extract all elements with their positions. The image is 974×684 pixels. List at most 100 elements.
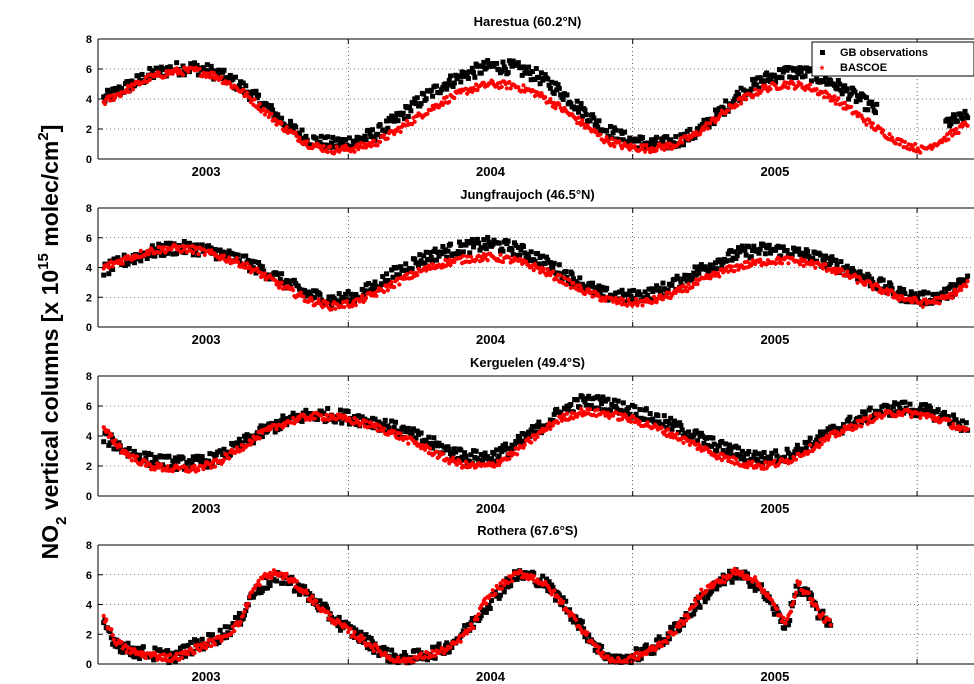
model-point: [202, 463, 207, 468]
obs-point: [531, 570, 537, 576]
obs-point: [842, 265, 848, 271]
model-point: [632, 144, 637, 149]
obs-point: [885, 404, 891, 410]
y-axis-label-text: NO2 vertical columns [x 1015 molec/cm2]: [35, 125, 70, 560]
model-point: [255, 266, 260, 271]
obs-point: [363, 137, 369, 143]
obs-point: [787, 74, 793, 80]
model-point: [448, 645, 453, 650]
y-tick-label: 2: [86, 124, 92, 136]
obs-point: [428, 254, 434, 260]
model-point: [544, 427, 549, 432]
obs-point: [654, 283, 660, 289]
obs-point: [739, 448, 745, 454]
model-point: [415, 272, 420, 278]
obs-point: [647, 296, 653, 302]
obs-point: [812, 250, 818, 256]
obs-point: [467, 250, 473, 256]
obs-point: [487, 458, 493, 464]
obs-point: [339, 420, 345, 426]
obs-point: [288, 118, 294, 124]
obs-point: [558, 92, 564, 98]
obs-point: [430, 93, 436, 99]
obs-point: [801, 65, 807, 71]
obs-point: [250, 265, 256, 271]
model-point: [352, 149, 357, 154]
obs-point: [890, 404, 896, 410]
obs-point: [616, 289, 622, 295]
obs-point: [692, 135, 698, 141]
obs-point: [238, 79, 244, 85]
obs-point: [697, 604, 703, 610]
obs-point: [518, 65, 524, 71]
obs-point: [583, 112, 589, 118]
obs-point: [286, 280, 292, 286]
obs-point: [842, 83, 848, 89]
obs-point: [692, 264, 698, 270]
obs-point: [568, 101, 574, 107]
model-point: [577, 410, 582, 416]
obs-point: [730, 255, 736, 261]
obs-point: [396, 432, 402, 438]
model-point: [868, 414, 873, 419]
obs-point: [637, 292, 643, 298]
obs-point: [884, 290, 890, 296]
obs-point: [241, 433, 247, 439]
obs-point: [349, 143, 355, 149]
model-point: [637, 419, 643, 424]
obs-point: [563, 406, 569, 412]
obs-point: [641, 295, 647, 301]
model-point: [554, 276, 559, 282]
obs-point: [222, 624, 228, 630]
obs-point: [661, 413, 667, 419]
model-point: [297, 135, 302, 140]
obs-point: [217, 448, 223, 454]
obs-point: [509, 442, 515, 448]
obs-point: [663, 287, 669, 293]
obs-point: [567, 607, 573, 613]
model-point: [320, 305, 325, 310]
model-point: [604, 135, 609, 140]
obs-point: [322, 135, 328, 141]
model-point: [134, 454, 140, 459]
obs-point: [481, 455, 487, 461]
obs-point: [942, 409, 948, 415]
model-point: [127, 89, 132, 94]
model-point: [161, 245, 166, 250]
obs-point: [773, 448, 779, 454]
model-point: [371, 648, 376, 653]
obs-point: [221, 446, 227, 452]
obs-point: [660, 280, 666, 286]
obs-point: [785, 65, 791, 71]
obs-point: [367, 646, 373, 652]
model-point: [395, 655, 401, 660]
obs-point: [564, 274, 570, 280]
obs-point: [954, 282, 960, 288]
obs-point: [236, 610, 242, 616]
obs-point: [483, 609, 489, 615]
obs-point: [378, 645, 384, 651]
obs-point: [807, 435, 813, 441]
panel-title: Jungfraujoch (46.5°N): [460, 187, 595, 202]
obs-point: [133, 653, 139, 659]
model-point: [578, 406, 584, 411]
obs-point: [430, 258, 436, 264]
obs-point: [899, 399, 905, 405]
model-point: [484, 601, 489, 606]
obs-point: [520, 438, 526, 444]
obs-point: [524, 69, 530, 75]
obs-point: [895, 401, 901, 407]
obs-point: [137, 452, 143, 458]
obs-point: [451, 80, 457, 86]
model-point: [868, 280, 873, 285]
obs-point: [213, 452, 219, 458]
obs-point: [590, 396, 596, 402]
obs-point: [245, 258, 251, 264]
obs-point: [488, 456, 494, 462]
obs-point: [272, 429, 278, 435]
obs-point: [423, 96, 429, 102]
obs-point: [727, 442, 733, 448]
obs-point: [546, 82, 552, 88]
obs-point: [643, 642, 649, 648]
obs-point: [239, 440, 245, 446]
